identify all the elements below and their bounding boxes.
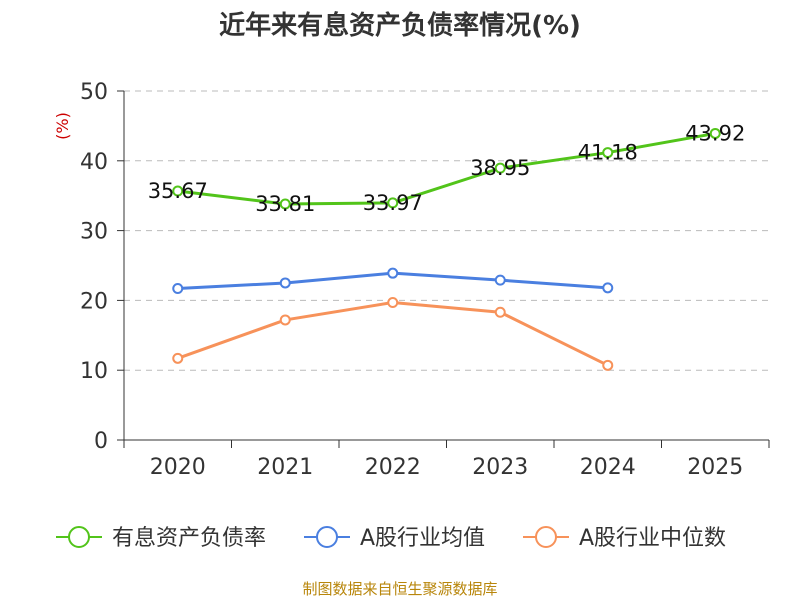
y-tick-label: 10 — [80, 359, 108, 384]
y-tick-label: 0 — [94, 429, 108, 454]
data-point — [172, 283, 184, 295]
y-tick-label: 30 — [80, 220, 108, 245]
data-label: 33.97 — [363, 191, 423, 215]
data-point — [602, 359, 614, 371]
data-point — [602, 282, 614, 294]
data-point — [279, 277, 291, 289]
data-point — [494, 306, 506, 318]
series-lines — [172, 127, 721, 371]
axes: 0 10 20 30 40 50 2020 2021 2022 2023 2024 2025 — [80, 80, 770, 480]
y-tick-label: 50 — [80, 80, 108, 105]
data-label: 41.18 — [578, 141, 638, 165]
source-note: 制图数据来自恒生聚源数据库 — [302, 580, 497, 598]
series-line — [177, 300, 609, 367]
x-tick-label: 2020 — [150, 455, 206, 480]
legend-marker — [68, 526, 90, 548]
legend-label: A股行业中位数 — [579, 526, 726, 551]
y-tick-label: 20 — [80, 289, 108, 314]
data-point — [602, 147, 614, 159]
x-tick-label: 2022 — [365, 455, 421, 480]
x-tick-label: 2021 — [257, 455, 313, 480]
data-point — [172, 352, 184, 364]
legend-label: A股行业均值 — [360, 526, 485, 551]
data-label: 43.92 — [685, 121, 745, 145]
data-point — [279, 198, 291, 210]
data-label: 38.95 — [470, 156, 530, 180]
legend-marker — [316, 526, 338, 548]
legend: 有息资产负债率 A股行业均值 A股行业中位数 — [56, 526, 726, 551]
legend-marker — [535, 526, 557, 548]
data-point — [494, 162, 506, 174]
data-label: 33.81 — [255, 192, 315, 216]
x-tick-label: 2025 — [687, 455, 743, 480]
data-labels: 35.67 33.81 33.97 38.95 41.18 43.92 — [148, 121, 746, 216]
data-point — [709, 127, 721, 139]
data-point — [387, 197, 399, 209]
legend-label: 有息资产负债率 — [112, 526, 266, 551]
data-point — [279, 314, 291, 326]
data-point — [494, 274, 506, 286]
data-point — [387, 296, 399, 308]
data-point — [172, 185, 184, 197]
chart-title: 近年来有息资产负债率情况(%) — [219, 10, 581, 41]
series-line — [177, 131, 716, 206]
y-tick-label: 40 — [80, 150, 108, 175]
x-tick-label: 2024 — [580, 455, 636, 480]
data-point — [387, 267, 399, 279]
y-axis-label: (%) — [53, 112, 72, 140]
grid-lines — [124, 90, 769, 371]
data-label: 35.67 — [148, 179, 208, 203]
x-tick-label: 2023 — [472, 455, 528, 480]
